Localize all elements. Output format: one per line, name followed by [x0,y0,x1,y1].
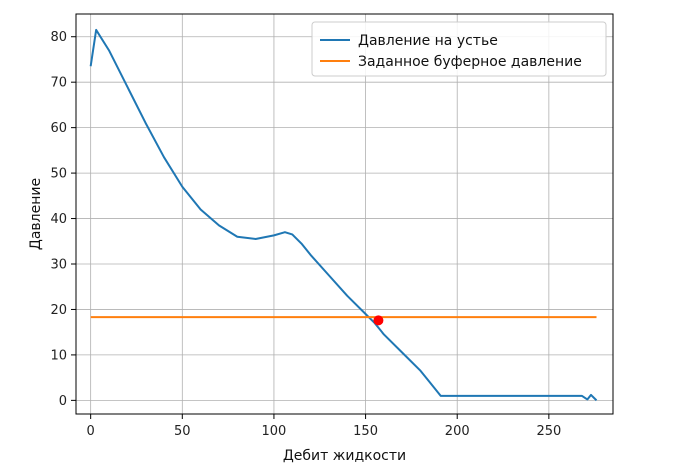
x-axis-label: Дебит жидкости [283,448,406,464]
legend-box [311,21,607,77]
intersection-marker [373,315,384,326]
y-tick-label: 0 [59,394,67,409]
x-tick-label: 250 [536,424,561,439]
y-tick-label: 80 [50,30,67,45]
y-tick-label: 40 [50,212,67,227]
x-ticks: 0 50 100 150 200 250 [87,414,561,439]
x-tick-label: 0 [87,424,95,439]
y-tick-label: 20 [50,303,67,318]
plot-frame [75,13,614,415]
x-tick-label: 150 [353,424,378,439]
marker-layer [373,315,384,326]
x-tick-label: 200 [445,424,470,439]
series-layer [89,28,598,402]
series-line-wellhead [89,28,598,402]
grid [76,14,613,414]
x-tick-label: 50 [174,424,191,439]
legend: Давление на устье Заданное буферное давл… [311,21,607,77]
y-tick-label: 10 [50,348,67,363]
x-tick-label: 100 [262,424,287,439]
y-ticks: 0 10 20 30 40 50 60 70 80 [50,30,76,409]
y-tick-label: 70 [50,76,67,91]
y-tick-label: 50 [50,167,67,182]
legend-label-wellhead: Давление на устье [358,33,498,49]
y-axis-label: Давление [28,178,44,250]
y-tick-label: 30 [50,258,67,273]
legend-label-buffer: Заданное буферное давление [358,54,582,70]
y-tick-label: 60 [50,121,67,136]
